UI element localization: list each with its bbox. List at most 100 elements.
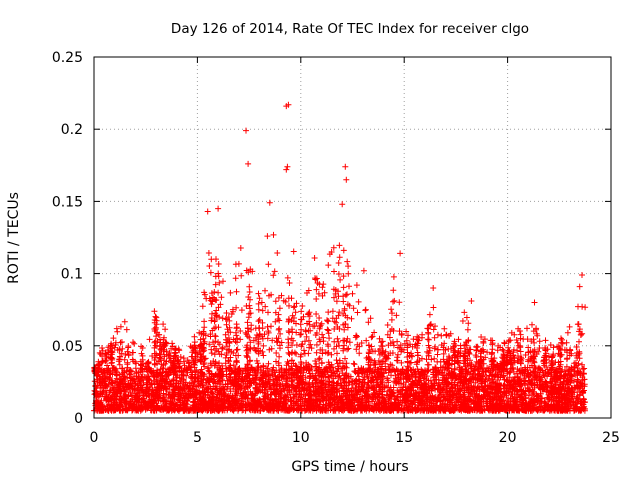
data-point: [449, 384, 456, 391]
data-point: [218, 294, 225, 301]
data-point: [346, 283, 352, 290]
data-point: [256, 316, 263, 323]
data-point: [443, 331, 450, 338]
data-point: [307, 372, 314, 379]
data-point: [417, 377, 424, 384]
data-point: [492, 371, 499, 378]
data-point: [270, 272, 277, 279]
data-point: [344, 258, 351, 265]
data-point: [390, 273, 397, 280]
data-point: [566, 323, 573, 330]
data-point: [340, 247, 347, 254]
data-point: [396, 299, 403, 306]
data-point: [430, 304, 437, 311]
data-point: [564, 329, 571, 336]
data-point: [362, 306, 369, 313]
data-point: [568, 366, 575, 373]
data-point: [324, 317, 330, 324]
data-point: [391, 378, 397, 385]
data-point: [324, 368, 331, 375]
data-point: [299, 303, 306, 309]
data-point: [215, 261, 222, 267]
data-point: [337, 276, 344, 283]
data-point: [341, 375, 348, 382]
data-point: [219, 344, 226, 351]
data-point: [275, 316, 281, 322]
data-point: [478, 364, 485, 371]
data-point: [524, 325, 530, 332]
data-point: [354, 309, 361, 316]
data-point: [298, 308, 305, 315]
data-point: [206, 263, 213, 269]
data-point: [328, 372, 334, 379]
data-point: [384, 322, 391, 328]
data-point: [557, 369, 564, 376]
data-point: [335, 373, 342, 380]
data-point: [451, 366, 458, 373]
data-point: [459, 318, 466, 324]
data-point: [345, 345, 352, 352]
data-point: [355, 298, 362, 305]
data-point: [227, 289, 234, 296]
data-point: [399, 366, 406, 373]
data-point: [233, 288, 240, 295]
data-point: [121, 318, 128, 325]
data-point: [319, 284, 326, 291]
data-point: [264, 323, 271, 330]
data-point: [324, 326, 331, 333]
chart-title: Day 126 of 2014, Rate Of TEC Index for r…: [171, 21, 529, 37]
data-point: [301, 347, 307, 354]
data-point: [441, 325, 448, 332]
data-point: [262, 287, 268, 294]
data-point: [264, 233, 271, 240]
data-point: [199, 303, 206, 310]
data-point: [348, 315, 355, 322]
data-point: [219, 315, 226, 322]
data-point: [272, 298, 279, 305]
data-point: [265, 261, 272, 268]
data-point: [356, 350, 363, 357]
data-point: [342, 292, 349, 299]
data-point: [234, 346, 241, 353]
data-point: [580, 366, 586, 373]
data-point: [506, 379, 513, 386]
data-point: [294, 367, 301, 374]
data-point: [205, 250, 212, 256]
data-point: [576, 283, 583, 290]
data-point: [238, 307, 245, 314]
data-point: [335, 260, 342, 266]
data-point: [398, 384, 404, 391]
data-point: [353, 346, 360, 353]
data-point: [353, 333, 360, 340]
data-point: [517, 335, 524, 342]
data-point: [309, 381, 316, 388]
data-point: [358, 383, 365, 390]
data-point: [461, 383, 468, 390]
data-point: [529, 321, 535, 328]
data-point: [351, 361, 358, 368]
data-point: [513, 337, 520, 343]
data-point: [186, 380, 193, 387]
data-point: [443, 385, 450, 392]
data-point: [268, 323, 274, 330]
data-point: [300, 386, 307, 393]
data-points: [91, 101, 589, 414]
data-point: [290, 248, 297, 255]
data-point: [274, 250, 281, 256]
data-point: [271, 268, 278, 275]
data-point: [311, 255, 318, 261]
data-point: [123, 326, 130, 333]
data-point: [522, 382, 529, 389]
data-point: [426, 311, 433, 318]
data-point: [368, 334, 375, 341]
data-point: [409, 371, 416, 378]
data-point: [391, 297, 398, 304]
data-point: [465, 320, 472, 327]
data-point: [396, 388, 403, 395]
data-point: [247, 388, 254, 395]
data-point: [238, 272, 245, 279]
data-point: [563, 339, 570, 346]
data-point: [536, 338, 543, 345]
data-point: [146, 336, 153, 343]
